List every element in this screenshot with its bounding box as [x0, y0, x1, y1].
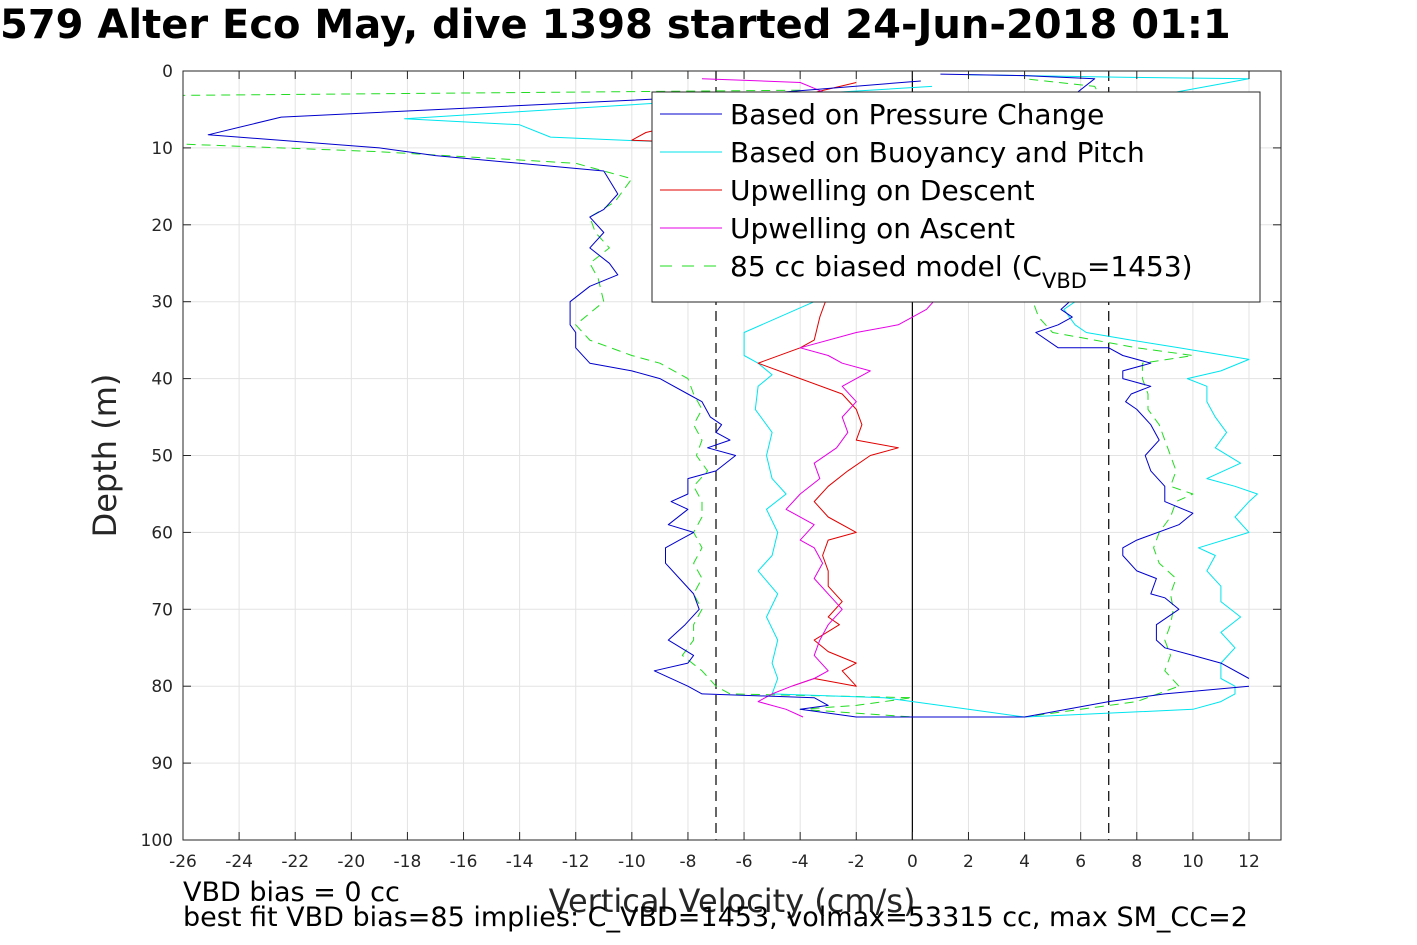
x-tick-label: 8: [1131, 852, 1142, 872]
legend-entry-label: 85 cc biased model (CVBD=1453): [730, 250, 1193, 293]
x-tick-label: -18: [394, 852, 422, 872]
x-tick-label: -22: [281, 852, 309, 872]
x-tick-label: 0: [907, 852, 918, 872]
x-axis-label: Vertical Velocity (cm/s): [549, 882, 916, 920]
x-tick-label: -10: [618, 852, 646, 872]
series-line: [183, 89, 1180, 718]
series-line: [1024, 78, 1194, 687]
y-tick-label: 50: [151, 447, 173, 467]
chart-title: 579 Alter Eco May, dive 1398 started 24-…: [0, 2, 1231, 48]
legend-entry-label: Upwelling on Descent: [730, 174, 1035, 207]
y-tick-label: 20: [151, 216, 173, 236]
x-tick-label: -14: [506, 852, 534, 872]
axis-ticks: -26 -24 -22 -20 -18 -16 -14 -12 -10 -8 -6 -4 -2 0 2 4 6 8…: [141, 62, 1281, 872]
y-tick-label: 100: [141, 831, 173, 851]
footer-best-fit: best fit VBD bias=85 implies: C_VBD=1453…: [183, 902, 1248, 933]
legend-entry-label: Based on Buoyancy and Pitch: [730, 136, 1145, 169]
x-tick-label: -24: [225, 852, 253, 872]
x-tick-label: 6: [1075, 852, 1086, 872]
x-tick-label: 2: [963, 852, 974, 872]
y-tick-label: 0: [162, 62, 173, 82]
x-tick-label: 10: [1182, 852, 1204, 872]
y-tick-label: 80: [151, 677, 173, 697]
legend: Based on Pressure Change Based on Buoyanc…: [651, 91, 1261, 303]
y-tick-label: 30: [151, 293, 173, 313]
x-tick-label: -8: [679, 852, 696, 872]
legend-label-prefix: 85 cc biased model (C: [730, 250, 1042, 283]
y-tick-label: 60: [151, 523, 173, 543]
footer-vbd-bias: VBD bias = 0 cc: [183, 877, 400, 908]
y-tick-label: 70: [151, 600, 173, 620]
y-tick-label: 90: [151, 754, 173, 774]
legend-entry-label: Upwelling on Ascent: [730, 212, 1015, 245]
x-tick-label: -4: [792, 852, 809, 872]
legend-entry-label: Based on Pressure Change: [730, 98, 1104, 131]
y-tick-label: 40: [151, 370, 173, 390]
x-tick-label: -6: [736, 852, 753, 872]
legend-label-suffix: =1453): [1087, 250, 1193, 283]
x-tick-label: -26: [169, 852, 197, 872]
legend-box: [651, 91, 1261, 303]
x-tick-label: -12: [562, 852, 590, 872]
x-tick-label: 4: [1019, 852, 1030, 872]
x-tick-label: 12: [1238, 852, 1260, 872]
x-tick-label: -2: [848, 852, 865, 872]
legend-label-subscript: VBD: [1042, 269, 1087, 293]
y-axis-label: Depth (m): [86, 374, 124, 538]
series-line: [772, 74, 1258, 718]
x-tick-label: -16: [450, 852, 478, 872]
series-line: [207, 80, 1250, 718]
x-tick-label: -20: [337, 852, 365, 872]
y-tick-label: 10: [151, 139, 173, 159]
